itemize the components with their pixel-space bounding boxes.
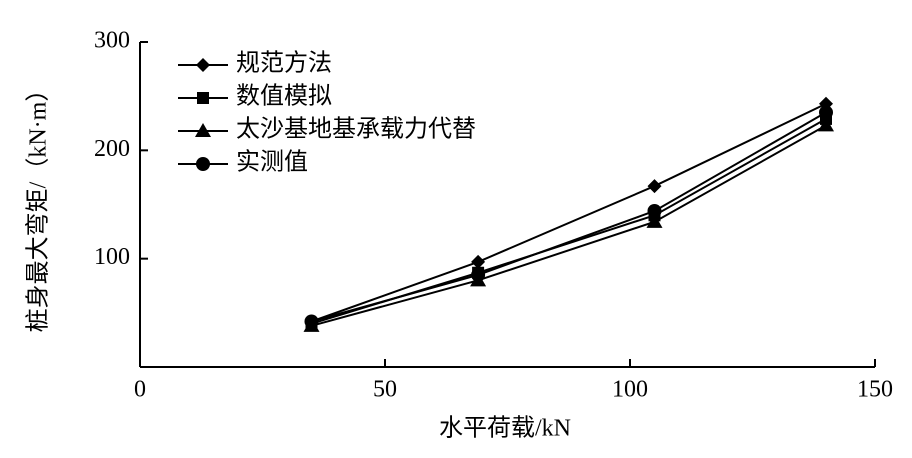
y-axis-title: 桩身最大弯矩/（kN·m） — [25, 78, 52, 333]
marker — [646, 213, 663, 228]
x-tick-label: 50 — [373, 377, 397, 403]
marker — [471, 267, 486, 282]
marker — [647, 204, 662, 218]
marker — [471, 254, 486, 269]
legend-label: 太沙基地基承载力代替 — [236, 116, 476, 143]
x-tick-label: 150 — [857, 377, 893, 403]
x-axis-title: 水平荷载/kN — [439, 415, 571, 442]
y-tick-label: 200 — [94, 136, 130, 162]
series-line — [311, 102, 827, 323]
x-tick-label: 100 — [612, 377, 648, 403]
legend-label: 实测值 — [236, 149, 308, 176]
marker — [196, 58, 210, 72]
legend-label: 规范方法 — [236, 50, 332, 77]
y-tick-label: 300 — [94, 28, 130, 54]
marker — [304, 314, 319, 329]
series-line — [311, 124, 827, 327]
marker — [819, 105, 833, 120]
legend-label: 数值模拟 — [236, 83, 332, 110]
marker — [196, 157, 210, 171]
marker — [647, 179, 662, 194]
series-line — [311, 111, 827, 323]
marker — [195, 123, 211, 137]
marker — [197, 92, 209, 104]
marker — [818, 117, 834, 132]
x-tick-label: 0 — [134, 377, 146, 403]
y-tick-label: 100 — [94, 244, 130, 270]
